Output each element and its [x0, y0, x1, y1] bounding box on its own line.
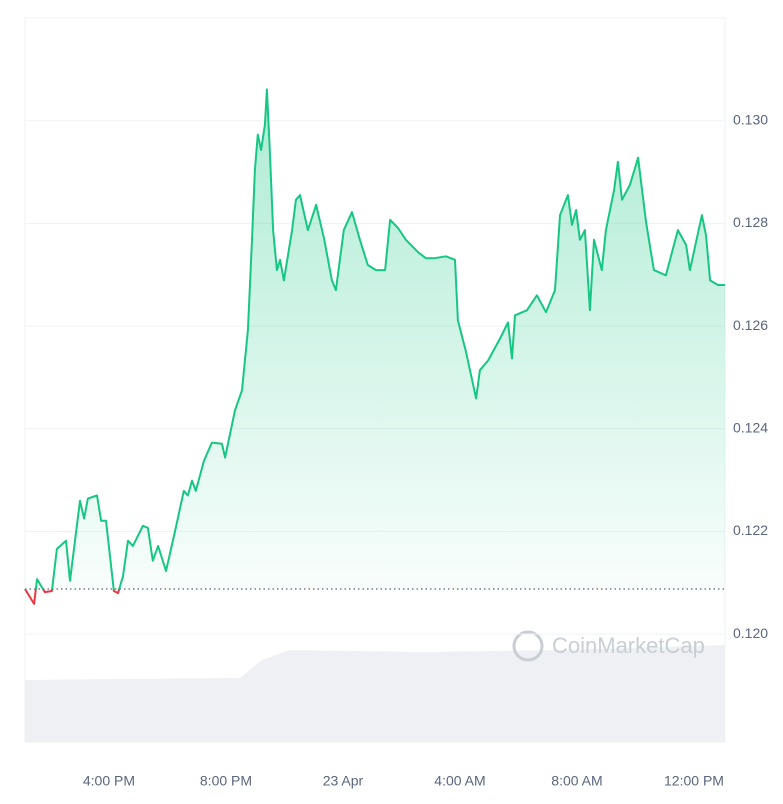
- watermark-logo: [512, 630, 544, 662]
- y-tick-label: 0.128: [733, 214, 768, 230]
- x-tick-label: 8:00 AM: [551, 773, 602, 789]
- price-area: [25, 89, 725, 589]
- price-line: [25, 88, 725, 589]
- y-tick-label: 0.126: [733, 317, 768, 333]
- x-tick-label: 23 Apr: [323, 773, 364, 789]
- x-tick-label: 4:00 PM: [83, 773, 135, 789]
- y-tick-label: 0.122: [733, 522, 768, 538]
- y-tick-label: 0.124: [733, 419, 768, 435]
- x-tick-label: 4:00 AM: [434, 773, 485, 789]
- y-tick-label: 0.120: [733, 625, 768, 641]
- x-tick-label: 8:00 PM: [200, 773, 252, 789]
- volume-area: [25, 645, 725, 742]
- y-tick-label: 0.130: [733, 111, 768, 127]
- watermark: CoinMarketCap: [512, 630, 705, 662]
- x-tick-label: 12:00 PM: [664, 773, 724, 789]
- watermark-text: CoinMarketCap: [552, 633, 705, 658]
